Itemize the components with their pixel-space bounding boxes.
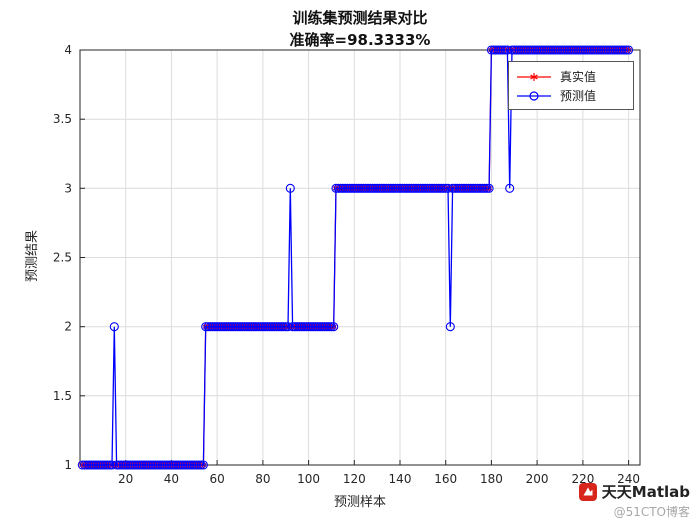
51cto-logo-icon <box>578 482 597 501</box>
watermark-name: 天天Matlab <box>601 483 690 501</box>
y-tick-label: 1.5 <box>53 389 72 403</box>
x-tick-label: 100 <box>297 472 320 486</box>
x-tick-label: 120 <box>343 472 366 486</box>
grid-lines <box>80 49 640 466</box>
legend: 真实值 预测值 <box>508 61 634 110</box>
y-tick-label: 3.5 <box>53 112 72 126</box>
x-axis-label: 预测样本 <box>333 495 386 510</box>
x-tick-label: 80 <box>255 472 270 486</box>
watermark-name-row: 天天Matlab <box>578 481 690 502</box>
x-tick-label: 160 <box>434 472 457 486</box>
x-tick-label: 20 <box>118 472 133 486</box>
legend-label: 真实值 <box>560 70 597 84</box>
x-tick-label: 240 <box>617 472 640 486</box>
x-tick-label: 40 <box>164 472 179 486</box>
watermark-handle: @51CTO博客 <box>613 505 690 519</box>
y-axis-label: 预测结果 <box>25 230 40 283</box>
y-tick-label: 1 <box>64 458 72 472</box>
y-tick-label: 2.5 <box>53 251 72 265</box>
pred-series <box>77 45 634 470</box>
x-tick-label: 200 <box>526 472 549 486</box>
legend-marker-circle <box>517 90 551 101</box>
x-tick-labels: 20 40 60 80 100 120 140 160 180 200 220 240 <box>118 472 640 486</box>
legend-marker-asterisk <box>517 72 551 81</box>
watermark: 天天Matlab @51CTO博客 <box>578 481 690 520</box>
legend-entry: 预测值 <box>515 86 627 105</box>
x-tick-label: 180 <box>480 472 503 486</box>
x-tick-label: 60 <box>209 472 224 486</box>
chart-subtitle: 准确率=98.3333% <box>289 31 431 49</box>
y-tick-label: 3 <box>64 181 72 195</box>
x-tick-label: 140 <box>389 472 412 486</box>
y-tick-label: 2 <box>64 320 72 334</box>
chart-title: 训练集预测结果对比 <box>292 9 428 27</box>
y-tick-labels: 1 1.5 2 2.5 3 3.5 4 <box>53 43 72 472</box>
legend-entry: 真实值 <box>515 67 627 86</box>
y-tick-label: 4 <box>64 43 72 57</box>
legend-label: 预测值 <box>560 89 597 103</box>
